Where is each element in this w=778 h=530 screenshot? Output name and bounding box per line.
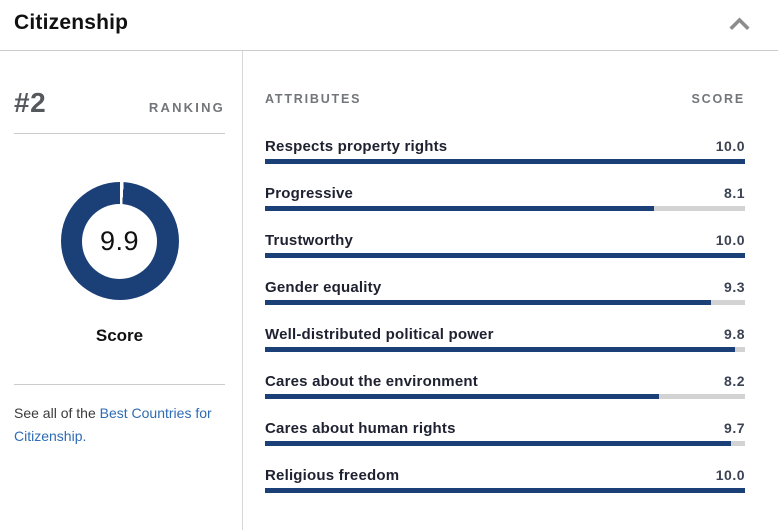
collapse-panel-button[interactable] [726, 14, 753, 33]
attribute-row-header: Well-distributed political power 9.8 [265, 326, 745, 343]
attribute-score-bar-track [265, 347, 745, 352]
see-all-prefix: See all of the [14, 405, 100, 421]
panel-header: Citizenship [0, 0, 778, 51]
attribute-label: Progressive [265, 185, 354, 202]
attribute-row-header: Cares about the environment 8.2 [265, 373, 745, 390]
attribute-score: 9.7 [724, 420, 745, 436]
attribute-label: Religious freedom [265, 467, 400, 484]
summary-column: #2 RANKING 9.9 Score See all of the Best… [0, 51, 243, 530]
attribute-score-bar-fill [265, 394, 659, 399]
attribute-row-header: Gender equality 9.3 [265, 279, 745, 296]
attribute-row-header: Respects property rights 10.0 [265, 138, 745, 155]
divider [14, 384, 225, 385]
donut-score-label: Score [95, 326, 144, 345]
attribute-score-bar-track [265, 206, 745, 211]
attribute-label: Gender equality [265, 279, 382, 296]
attribute-row-header: Trustworthy 10.0 [265, 232, 745, 249]
ranking-row: #2 RANKING [14, 87, 225, 119]
attribute-score-bar-fill [265, 347, 736, 352]
attribute-score-bar-fill [265, 488, 745, 493]
divider [14, 133, 225, 134]
attribute-score-bar-track [265, 488, 745, 493]
attributes-table: Respects property rights 10.0 Progressiv… [265, 138, 745, 493]
attribute-score: 9.8 [724, 326, 745, 342]
attribute-label: Cares about human rights [265, 420, 456, 437]
best-countries-citizenship-link[interactable]: Best Countries for Citizenship. [14, 405, 212, 444]
attribute-score: 10.0 [715, 467, 745, 483]
score-donut-section: 9.9 Score [14, 182, 225, 346]
ranking-label: RANKING [148, 100, 225, 115]
attribute-label: Trustworthy [265, 232, 354, 249]
attribute-score-bar-fill [265, 253, 745, 258]
attribute-score: 8.1 [724, 185, 745, 201]
attribute-score-bar-track [265, 441, 745, 446]
attributes-column: ATTRIBUTES SCORE Respects property right… [243, 51, 778, 530]
attribute-label: Well-distributed political power [265, 326, 494, 343]
attribute-score: 9.3 [724, 279, 745, 295]
attributes-column-header: ATTRIBUTES [265, 92, 362, 106]
attribute-row: Well-distributed political power 9.8 [265, 326, 745, 352]
attribute-row: Religious freedom 10.0 [265, 467, 745, 493]
attribute-label: Respects property rights [265, 138, 448, 155]
attribute-score-bar-fill [265, 206, 654, 211]
attribute-score-bar-track [265, 300, 745, 305]
attribute-row: Respects property rights 10.0 [265, 138, 745, 164]
score-column-header: SCORE [691, 92, 745, 106]
attribute-row: Cares about human rights 9.7 [265, 420, 745, 446]
attribute-row: Cares about the environment 8.2 [265, 373, 745, 399]
attribute-score: 10.0 [715, 138, 745, 154]
donut-score-value: 9.9 [99, 225, 140, 256]
attribute-score-bar-fill [265, 300, 712, 305]
score-donut-chart: 9.9 [60, 182, 179, 300]
attribute-score-bar-fill [265, 159, 745, 164]
page-title: Citizenship [14, 11, 129, 34]
attribute-score-bar-fill [265, 441, 731, 446]
attribute-label: Cares about the environment [265, 373, 478, 390]
attribute-row: Gender equality 9.3 [265, 279, 745, 305]
attribute-row-header: Progressive 8.1 [265, 185, 745, 202]
see-all-text: See all of the Best Countries for Citize… [14, 402, 225, 448]
panel-body: #2 RANKING 9.9 Score See all of the Best… [0, 51, 778, 530]
attribute-row-header: Religious freedom 10.0 [265, 467, 745, 484]
attributes-table-header: ATTRIBUTES SCORE [265, 92, 745, 106]
attribute-row-header: Cares about human rights 9.7 [265, 420, 745, 437]
ranking-value: #2 [14, 87, 47, 118]
chevron-up-icon [728, 16, 751, 34]
attribute-row: Trustworthy 10.0 [265, 232, 745, 258]
attribute-score: 10.0 [715, 232, 745, 248]
attribute-score-bar-track [265, 159, 745, 164]
attribute-score: 8.2 [724, 373, 745, 389]
attribute-score-bar-track [265, 253, 745, 258]
donut-hole: 9.9 [82, 203, 157, 279]
attribute-row: Progressive 8.1 [265, 185, 745, 211]
attribute-score-bar-track [265, 394, 745, 399]
